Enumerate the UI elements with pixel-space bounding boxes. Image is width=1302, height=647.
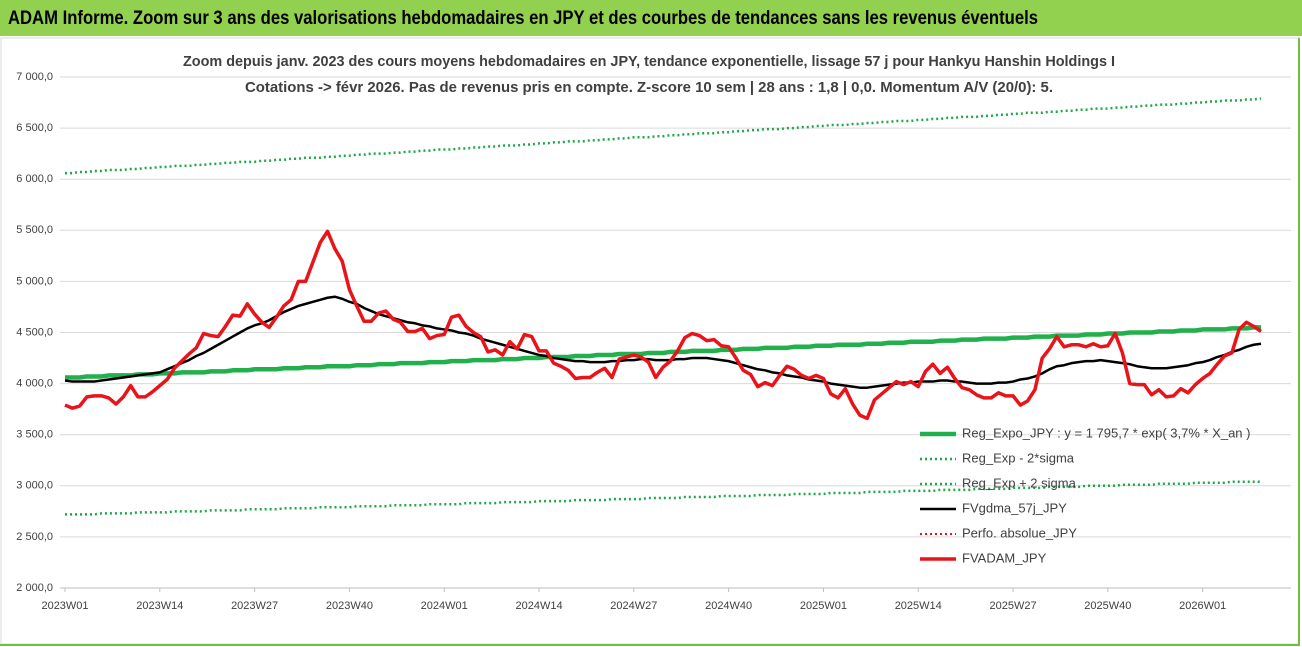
x-tick-label: 2024W27 [610, 600, 657, 612]
series-line [65, 325, 1261, 380]
header-title: ADAM Informe. Zoom sur 3 ans des valoris… [8, 8, 1038, 29]
grid: 2 000,0 2 500,0 3 000,0 3 500,0 4 000,0 4 500… [16, 71, 1291, 612]
x-tick-label: 2023W40 [326, 600, 373, 612]
header-bar [0, 0, 1302, 36]
legend-label: FVgdma_57j_JPY [962, 500, 1067, 515]
y-tick-label: 6 000,0 [16, 173, 53, 185]
series-line [64, 229, 1263, 421]
plot [64, 97, 1263, 516]
legend-label: FVADAM_JPY [962, 550, 1047, 565]
y-tick-label: 2 000,0 [16, 582, 53, 594]
y-tick-label: 2 500,0 [16, 531, 53, 543]
legend-label: Reg_Expo_JPY : y = 1 795,7 * exp( 3,7% *… [962, 425, 1250, 440]
x-tick-label: 2025W01 [800, 600, 847, 612]
series-line [65, 97, 1262, 175]
y-tick-label: 3 000,0 [16, 480, 53, 492]
x-tick-label: 2024W01 [421, 600, 468, 612]
legend-label: Perfo. absolue_JPY [962, 525, 1077, 540]
chart-subtitle: Cotations -> févr 2026. Pas de revenus p… [245, 79, 1053, 96]
x-tick-label: 2024W40 [705, 600, 752, 612]
y-tick-label: 4 500,0 [16, 326, 53, 338]
y-tick-label: 5 500,0 [16, 224, 53, 236]
x-tick-label: 2023W14 [136, 600, 183, 612]
legend: Reg_Expo_JPY : y = 1 795,7 * exp( 3,7% *… [920, 425, 1250, 565]
x-tick-label: 2025W27 [990, 600, 1037, 612]
y-tick-label: 6 500,0 [16, 122, 53, 134]
chart-title: Zoom depuis janv. 2023 des cours moyens … [183, 53, 1115, 70]
x-tick-label: 2025W40 [1084, 600, 1131, 612]
legend-label: Reg_Exp + 2 sigma [962, 475, 1077, 490]
legend-label: Reg_Exp - 2*sigma [962, 450, 1075, 465]
y-tick-label: 3 500,0 [16, 429, 53, 441]
y-tick-label: 4 000,0 [16, 378, 53, 390]
y-tick-label: 5 000,0 [16, 275, 53, 287]
x-tick-label: 2026W01 [1179, 600, 1226, 612]
x-tick-label: 2024W14 [515, 600, 562, 612]
y-tick-label: 7 000,0 [16, 71, 53, 83]
x-tick-label: 2023W01 [41, 600, 88, 612]
x-tick-label: 2025W14 [895, 600, 942, 612]
x-tick-label: 2023W27 [231, 600, 278, 612]
